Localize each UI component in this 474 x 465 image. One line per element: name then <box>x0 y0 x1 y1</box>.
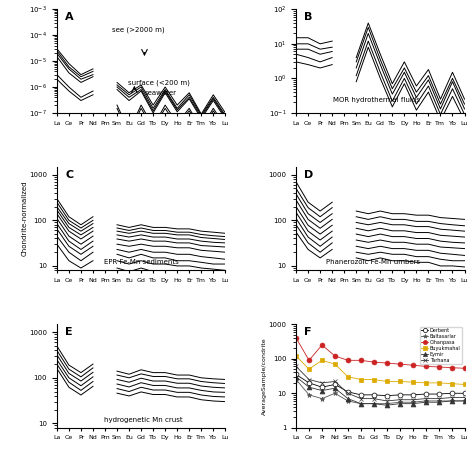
Text: surface (<200 m): surface (<200 m) <box>128 80 190 86</box>
Text: F: F <box>304 327 312 337</box>
Text: Phanerozoic Fe-Mn umbers: Phanerozoic Fe-Mn umbers <box>327 259 420 265</box>
Y-axis label: AverageSample/condrite: AverageSample/condrite <box>262 337 267 415</box>
Text: see (>2000 m): see (>2000 m) <box>112 27 165 33</box>
Y-axis label: Chondrite-normalized: Chondrite-normalized <box>22 181 28 256</box>
Text: EPR Fe-Mn sediments: EPR Fe-Mn sediments <box>104 259 179 265</box>
Text: MOR hydrothermal fluids: MOR hydrothermal fluids <box>333 97 420 102</box>
Text: C: C <box>65 170 73 180</box>
Text: A: A <box>65 13 74 22</box>
Text: seawater: seawater <box>145 90 176 96</box>
Text: D: D <box>304 170 314 180</box>
Text: B: B <box>304 13 313 22</box>
Text: E: E <box>65 327 73 337</box>
Text: hydrogenetic Mn crust: hydrogenetic Mn crust <box>104 417 182 423</box>
Legend: Derbent, Baltasarlar, Cihanpasa, Buyukmahal, Eymir, Tarhana: Derbent, Baltasarlar, Cihanpasa, Buyukma… <box>419 326 462 365</box>
